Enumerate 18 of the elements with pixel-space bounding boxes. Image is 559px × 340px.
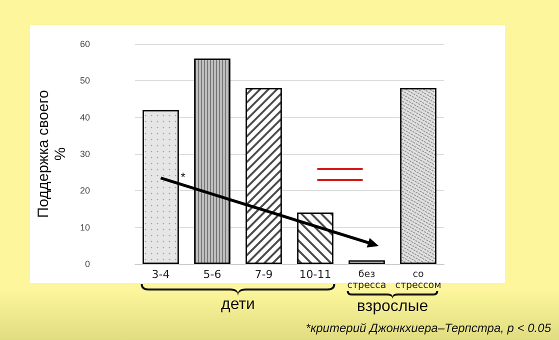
x-tick-label: 7-9 bbox=[254, 268, 273, 281]
text: *критерий Джонкхиера–Терпстра, p < 0.05 bbox=[306, 321, 551, 335]
y-tick-label: 40 bbox=[80, 112, 90, 122]
x-tick-label: 5-6 bbox=[203, 268, 222, 281]
y-tick-label: 20 bbox=[80, 186, 90, 196]
x-tick-label: со стрессом bbox=[395, 269, 442, 291]
x-tick-label: 3-4 bbox=[152, 268, 170, 281]
y-tick-label: 50 bbox=[80, 76, 90, 86]
y-tick-label: 30 bbox=[80, 149, 90, 159]
annotation: * bbox=[180, 170, 186, 184]
text: дети bbox=[221, 296, 255, 314]
x-tick-label: без стресса bbox=[347, 269, 386, 291]
text: взрослые bbox=[356, 298, 428, 316]
y-axis-title: Поддержка своего % bbox=[35, 90, 70, 218]
y-tick-label: 10 bbox=[80, 222, 90, 232]
x-tick-label: 10-11 bbox=[299, 268, 332, 281]
y-tick-label: 0 bbox=[84, 259, 90, 269]
y-tick-label: 60 bbox=[80, 39, 90, 49]
